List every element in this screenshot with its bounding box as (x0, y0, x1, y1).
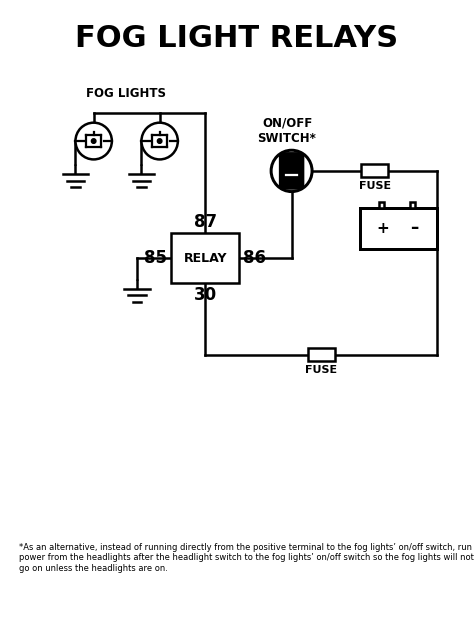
Circle shape (75, 123, 112, 159)
Text: –: – (410, 220, 418, 238)
Circle shape (271, 151, 312, 192)
Circle shape (91, 139, 96, 143)
Text: 85: 85 (145, 249, 167, 267)
FancyBboxPatch shape (279, 152, 304, 190)
Text: 86: 86 (243, 249, 266, 267)
Text: FOG LIGHTS: FOG LIGHTS (85, 86, 165, 100)
Text: ON/OFF
SWITCH*: ON/OFF SWITCH* (257, 117, 317, 145)
Text: *As an alternative, instead of running directly from the positive terminal to th: *As an alternative, instead of running d… (18, 543, 474, 573)
Bar (171, 233, 239, 284)
Bar (361, 164, 388, 177)
Text: RELAY: RELAY (183, 252, 227, 265)
Text: FUSE: FUSE (359, 181, 391, 191)
Text: 30: 30 (193, 285, 217, 304)
Text: +: + (377, 221, 390, 236)
Text: FOG LIGHT RELAYS: FOG LIGHT RELAYS (75, 24, 399, 53)
Bar (379, 202, 384, 208)
Text: FUSE: FUSE (305, 364, 337, 374)
Text: 87: 87 (193, 213, 217, 231)
Circle shape (141, 123, 178, 159)
Bar (308, 348, 335, 361)
Bar (410, 202, 415, 208)
Circle shape (157, 139, 162, 143)
Bar (360, 208, 437, 249)
